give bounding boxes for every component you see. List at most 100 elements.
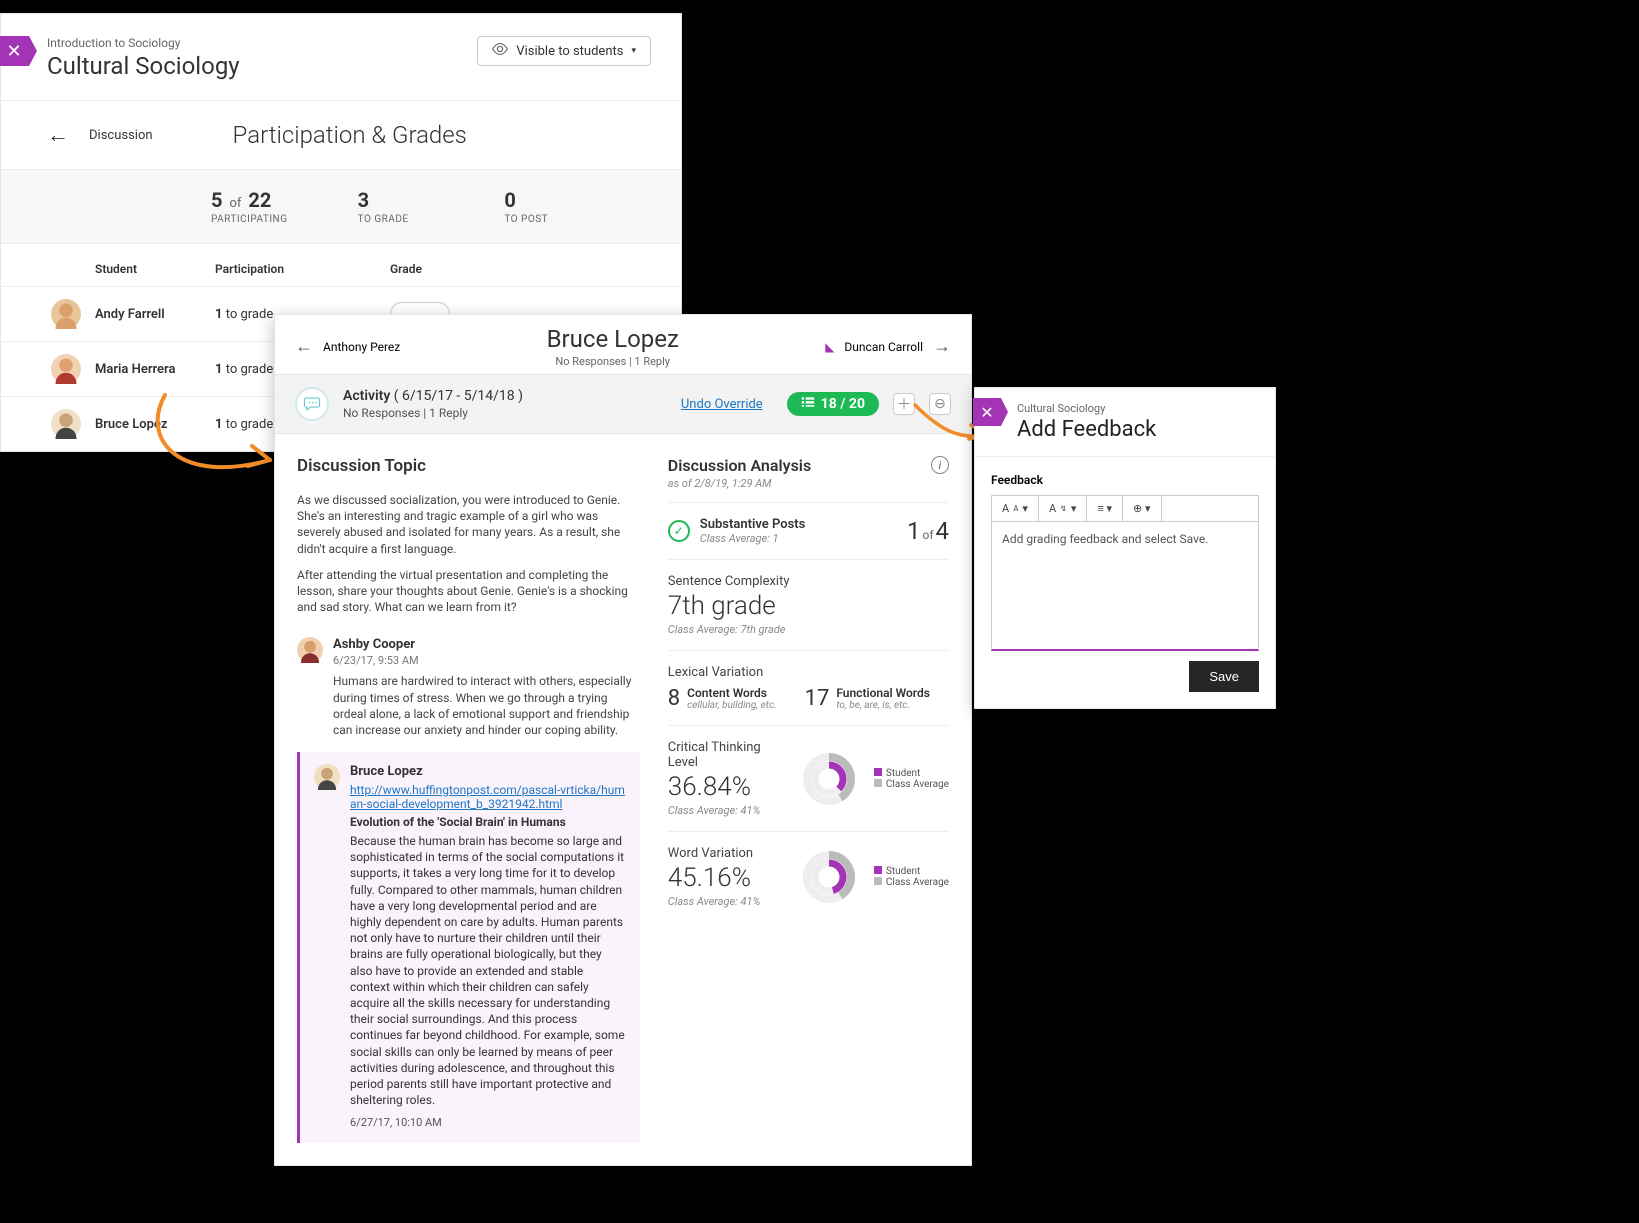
topic-paragraph: As we discussed socialization, you were …: [297, 492, 640, 557]
prev-student-name: Anthony Perez: [323, 340, 400, 354]
metric-label: Substantive Posts: [700, 517, 806, 532]
feedback-textarea[interactable]: Add grading feedback and select Save.: [991, 521, 1259, 651]
topost-label: TO POST: [504, 214, 651, 225]
avatar: [314, 764, 340, 790]
close-icon[interactable]: ✕: [0, 36, 29, 66]
response-date: 6/27/17, 10:10 AM: [350, 1116, 626, 1129]
content-words-label: Content Words: [687, 686, 776, 700]
student-name: Maria Herrera: [95, 362, 215, 377]
bookmark-icon: ◣: [825, 340, 834, 354]
func-words-n: 17: [805, 686, 830, 711]
score-pill[interactable]: 18 / 20: [787, 392, 879, 416]
activity-label: Activity: [343, 388, 390, 404]
participating-total: 22: [248, 188, 271, 212]
topic-paragraph: After attending the virtual presentation…: [297, 567, 640, 616]
font-style-button[interactable]: A↯ ▾: [1039, 496, 1087, 521]
feedback-panel: ✕ Cultural Sociology Add Feedback Feedba…: [974, 387, 1276, 709]
undo-override-link[interactable]: Undo Override: [681, 397, 763, 412]
avatar: [51, 299, 81, 329]
analysis-column: Discussion Analysis as of 2/8/19, 1:29 A…: [658, 434, 971, 1165]
panel1-subheader: ← Discussion Participation & Grades: [1, 101, 681, 169]
current-student-name: Bruce Lopez: [547, 325, 679, 353]
save-button[interactable]: Save: [1189, 661, 1259, 692]
response-item: Ashby Cooper 6/23/17, 9:53 AM Humans are…: [297, 637, 640, 738]
col-participation: Participation: [215, 262, 390, 276]
gauge-legend: Student Class Average: [874, 768, 949, 790]
activity-bar: Activity ( 6/15/17 - 5/14/18 ) No Respon…: [275, 374, 971, 434]
participating-count: 5: [211, 188, 222, 212]
insert-button[interactable]: ⊕ ▾: [1123, 496, 1161, 521]
metric-lexical: Lexical Variation 8 Content Wordscellula…: [668, 650, 949, 725]
back-arrow-icon[interactable]: ←: [47, 122, 69, 148]
section-title: Cultural Sociology: [47, 52, 240, 80]
metric-avg: Class Average: 7th grade: [668, 623, 949, 636]
avatar: [51, 409, 81, 439]
score-value: 18 / 20: [821, 396, 865, 412]
next-student-name: Duncan Carroll: [844, 340, 923, 354]
avatar: [51, 354, 81, 384]
response-item-highlighted: Bruce Lopez http://www.huffingtonpost.co…: [297, 752, 640, 1143]
metric-wordvar: Word Variation 45.16% Class Average: 41%: [668, 831, 949, 922]
response-author: Ashby Cooper: [333, 637, 640, 652]
func-words-example: to, be, are, is, etc.: [836, 700, 930, 711]
participating-label: PARTICIPATING: [211, 214, 358, 225]
discussion-label: Discussion: [89, 128, 153, 143]
metric-value: 7th grade: [668, 591, 949, 621]
metric-avg: Class Average: 41%: [668, 895, 784, 908]
prev-student[interactable]: ← Anthony Perez: [295, 336, 400, 357]
visibility-dropdown[interactable]: Visible to students ▾: [477, 36, 651, 66]
feedback-header: Cultural Sociology Add Feedback: [975, 388, 1275, 457]
metric-label: Word Variation: [668, 846, 784, 861]
gauge-icon: [802, 752, 856, 806]
add-feedback-button[interactable]: ＋: [893, 393, 915, 415]
feedback-title: Add Feedback: [1017, 417, 1259, 442]
student-name: Andy Farrell: [95, 307, 215, 322]
remove-button[interactable]: ⊖: [929, 393, 951, 415]
col-grade: Grade: [390, 262, 651, 276]
stat-tograde: 3 TO GRADE: [358, 188, 505, 225]
col-student: Student: [95, 262, 215, 276]
avatar: [297, 637, 323, 663]
response-date: 6/23/17, 9:53 AM: [333, 654, 640, 667]
metric-value: 36.84%: [668, 772, 784, 802]
visibility-label: Visible to students: [516, 44, 623, 59]
stat-topost: 0 TO POST: [504, 188, 651, 225]
next-student[interactable]: ◣ Duncan Carroll →: [825, 336, 951, 357]
metric-label: Critical Thinking Level: [668, 740, 784, 770]
current-student-meta: No Responses | 1 Reply: [547, 355, 679, 368]
font-size-button[interactable]: AA ▾: [992, 496, 1039, 521]
chevron-down-icon: ▾: [631, 46, 636, 56]
eye-icon: [492, 43, 508, 59]
info-icon[interactable]: i: [931, 456, 949, 474]
stats-bar: 5 of 22 PARTICIPATING 3 TO GRADE 0 TO PO…: [1, 169, 681, 244]
arrow-right-icon: →: [933, 336, 951, 357]
response-link[interactable]: http://www.huffingtonpost.com/pascal-vrt…: [350, 783, 626, 811]
editor-toolbar: AA ▾ A↯ ▾ ≡ ▾ ⊕ ▾: [991, 495, 1259, 521]
metric-label: Sentence Complexity: [668, 574, 949, 589]
page-title: Participation & Grades: [233, 121, 467, 149]
chat-bubble-icon: [295, 387, 329, 421]
response-subtitle: Evolution of the 'Social Brain' in Human…: [350, 815, 626, 829]
check-icon: ✓: [668, 520, 690, 542]
substantive-total: 4: [935, 517, 949, 545]
rubric-icon: [801, 396, 815, 412]
align-button[interactable]: ≡ ▾: [1087, 496, 1123, 521]
metric-avg: Class Average: 1: [700, 532, 806, 545]
response-body: Because the human brain has become so la…: [350, 833, 626, 1108]
metric-critical: Critical Thinking Level 36.84% Class Ave…: [668, 725, 949, 831]
discussion-column: Discussion Topic As we discussed sociali…: [275, 434, 658, 1165]
student-detail-panel: ← Anthony Perez Bruce Lopez No Responses…: [274, 314, 972, 1166]
table-header: Student Participation Grade: [1, 244, 681, 286]
substantive-n: 1: [907, 517, 921, 545]
analysis-heading: Discussion Analysis: [668, 456, 811, 475]
metric-complexity: Sentence Complexity 7th grade Class Aver…: [668, 559, 949, 650]
of-label: of: [229, 196, 241, 211]
feedback-course: Cultural Sociology: [1017, 402, 1259, 415]
feedback-label: Feedback: [991, 473, 1259, 487]
analysis-asof: as of 2/8/19, 1:29 AM: [668, 477, 811, 490]
metric-substantive: ✓ Substantive Posts Class Average: 1 1of…: [668, 502, 949, 559]
metric-avg: Class Average: 41%: [668, 804, 784, 817]
close-icon[interactable]: ✕: [973, 398, 1001, 426]
func-words-label: Functional Words: [836, 686, 930, 700]
content-words-example: cellular, building, etc.: [687, 700, 776, 711]
